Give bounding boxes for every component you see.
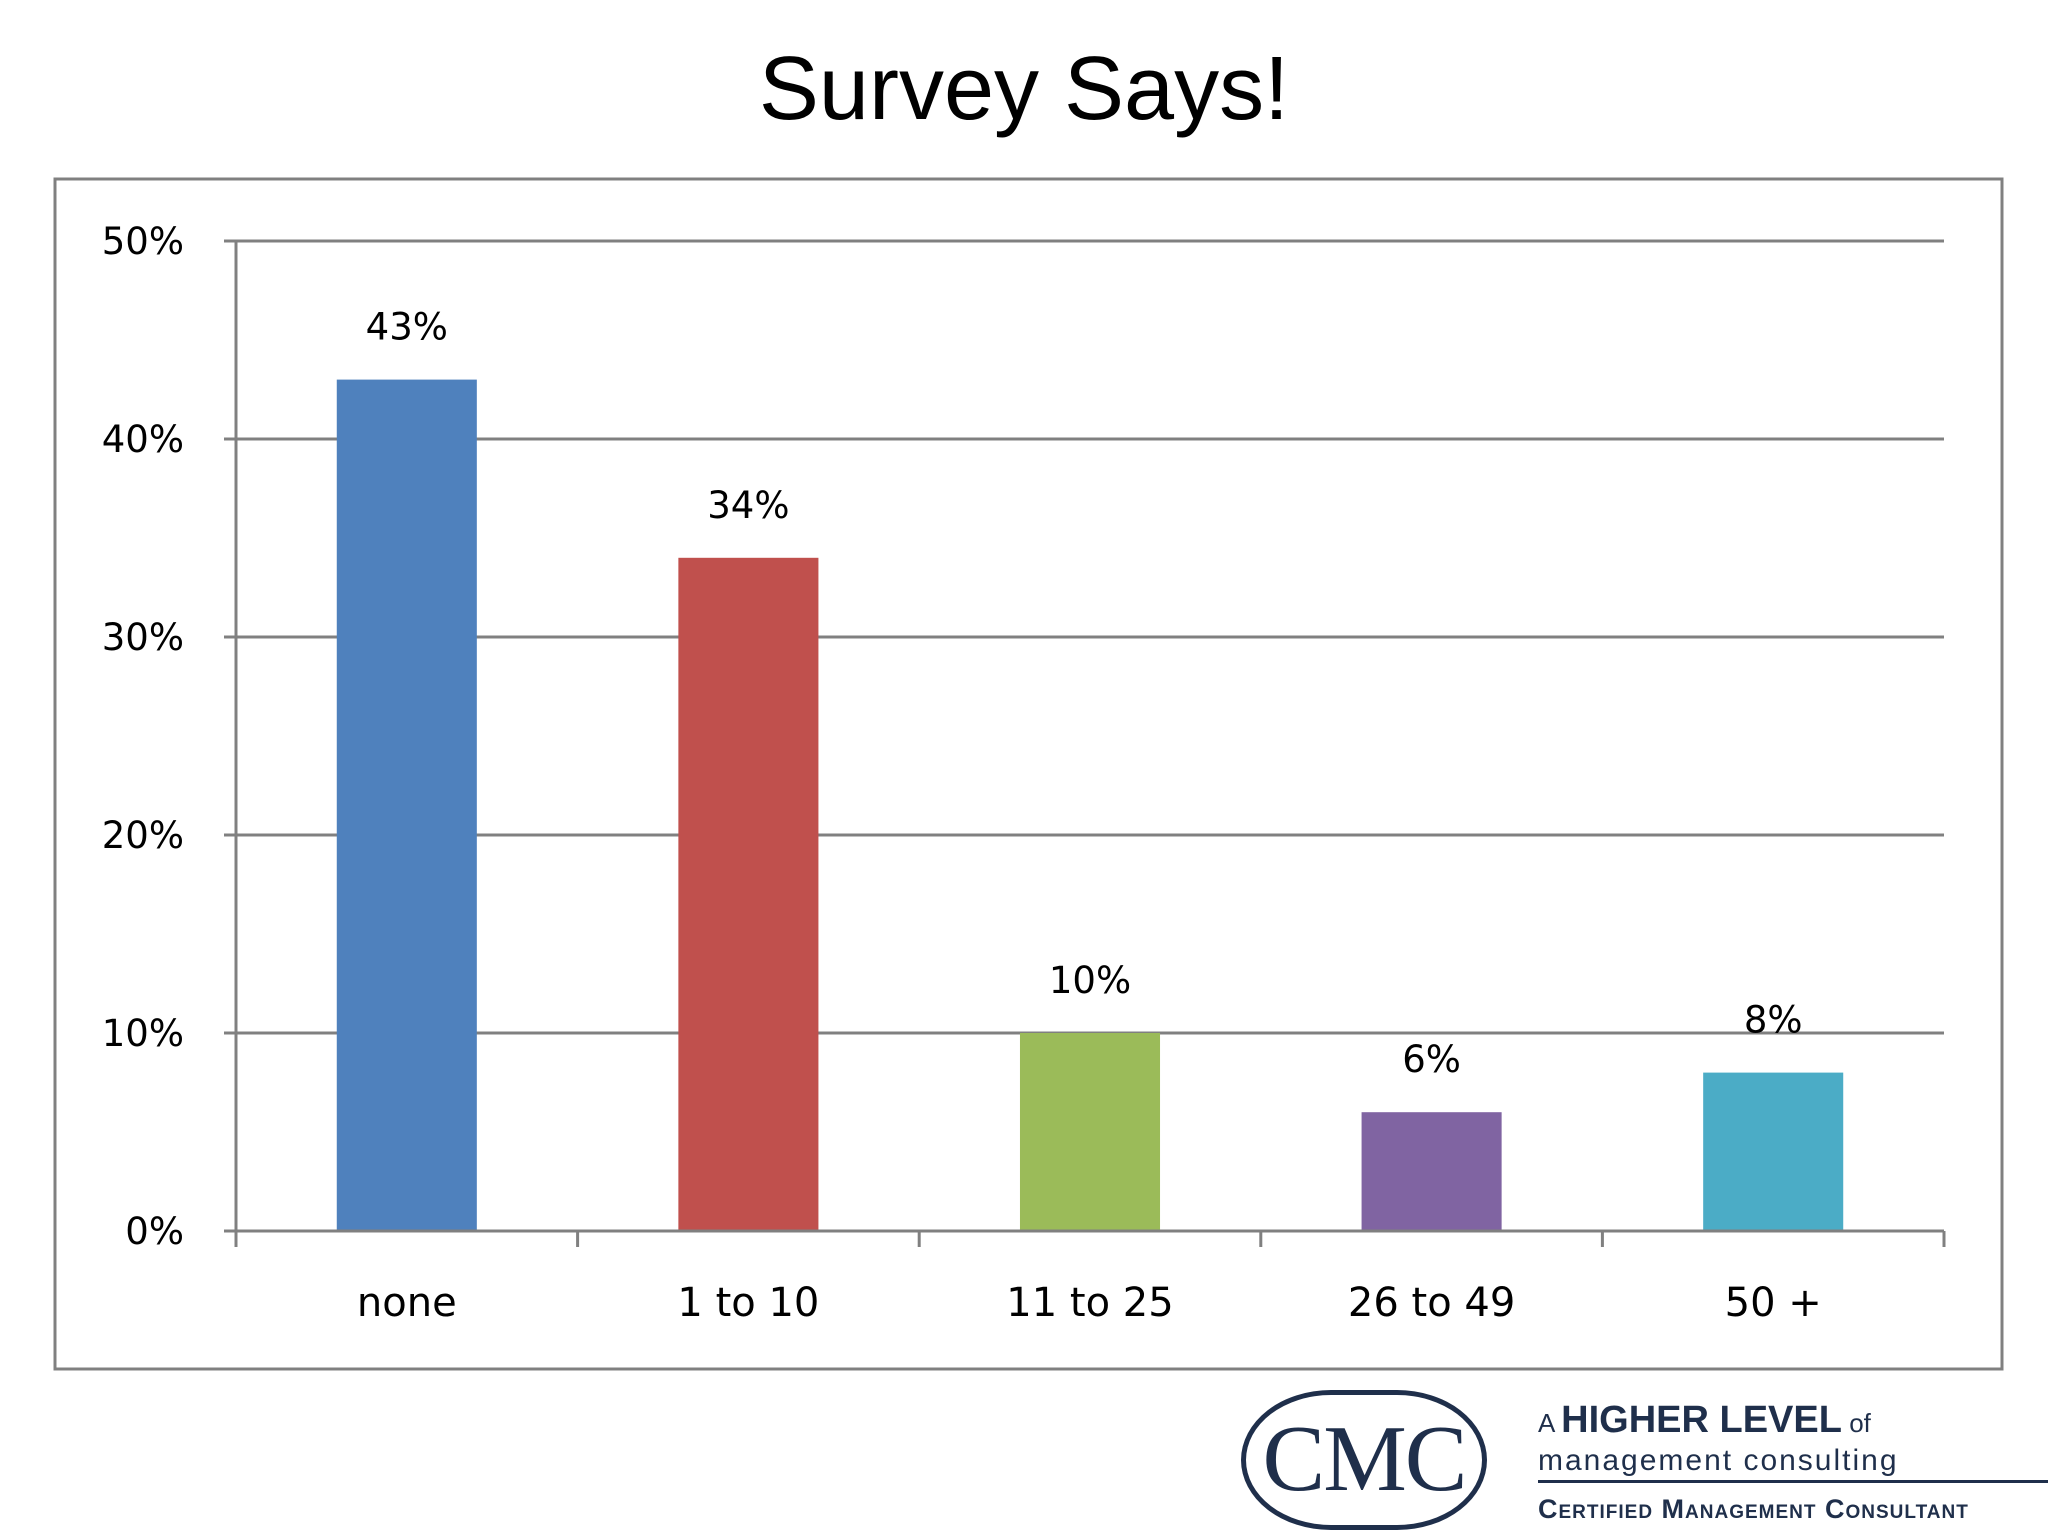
cmc-logo: CMC [1241, 1390, 1487, 1530]
x-tick-label: 50 + [1725, 1280, 1822, 1326]
axes [224, 239, 1946, 1247]
gridlines [236, 239, 1944, 1035]
tagline-line3: Certified Management Consultant [1538, 1494, 1969, 1524]
bar [1703, 1072, 1844, 1230]
x-tick-label: 1 to 10 [677, 1280, 819, 1326]
slide-title: Survey Says! [758, 39, 1290, 139]
labels: 0% 10% 20% 30% 40% 50% 43% none 34% 1 to 10 10% 11 … [102, 220, 1822, 1326]
tagline-suffix: of [1849, 1408, 1871, 1438]
y-tick-label: 50% [102, 220, 184, 263]
y-tick-label: 0% [125, 1210, 184, 1253]
tagline-line1: A HIGHER LEVEL of [1538, 1400, 1899, 1443]
tagline-divider [1538, 1480, 2048, 1483]
data-label: 43% [366, 306, 448, 349]
x-tick-label: 11 to 25 [1006, 1280, 1173, 1326]
bars [336, 379, 1844, 1230]
data-label: 10% [1049, 959, 1131, 1002]
bar [678, 557, 819, 1230]
bar [1361, 1112, 1502, 1230]
tagline-line2: management consulting [1538, 1444, 1899, 1477]
bar [336, 379, 477, 1230]
y-tick-label: 30% [102, 616, 184, 659]
bar [1019, 1033, 1161, 1230]
y-tick-label: 40% [102, 418, 184, 461]
tagline-emphasis: HIGHER LEVEL [1561, 1399, 1842, 1441]
y-tick-label: 20% [102, 814, 184, 857]
data-label: 6% [1402, 1038, 1461, 1081]
data-label: 34% [707, 484, 789, 527]
data-label: 8% [1744, 999, 1803, 1042]
x-tick-label: 26 to 49 [1348, 1280, 1515, 1326]
y-tick-label: 10% [102, 1012, 184, 1055]
tagline-prefix: A [1538, 1408, 1554, 1438]
tagline: A HIGHER LEVEL of management consulting [1538, 1400, 1899, 1479]
x-tick-label: none [357, 1280, 457, 1326]
